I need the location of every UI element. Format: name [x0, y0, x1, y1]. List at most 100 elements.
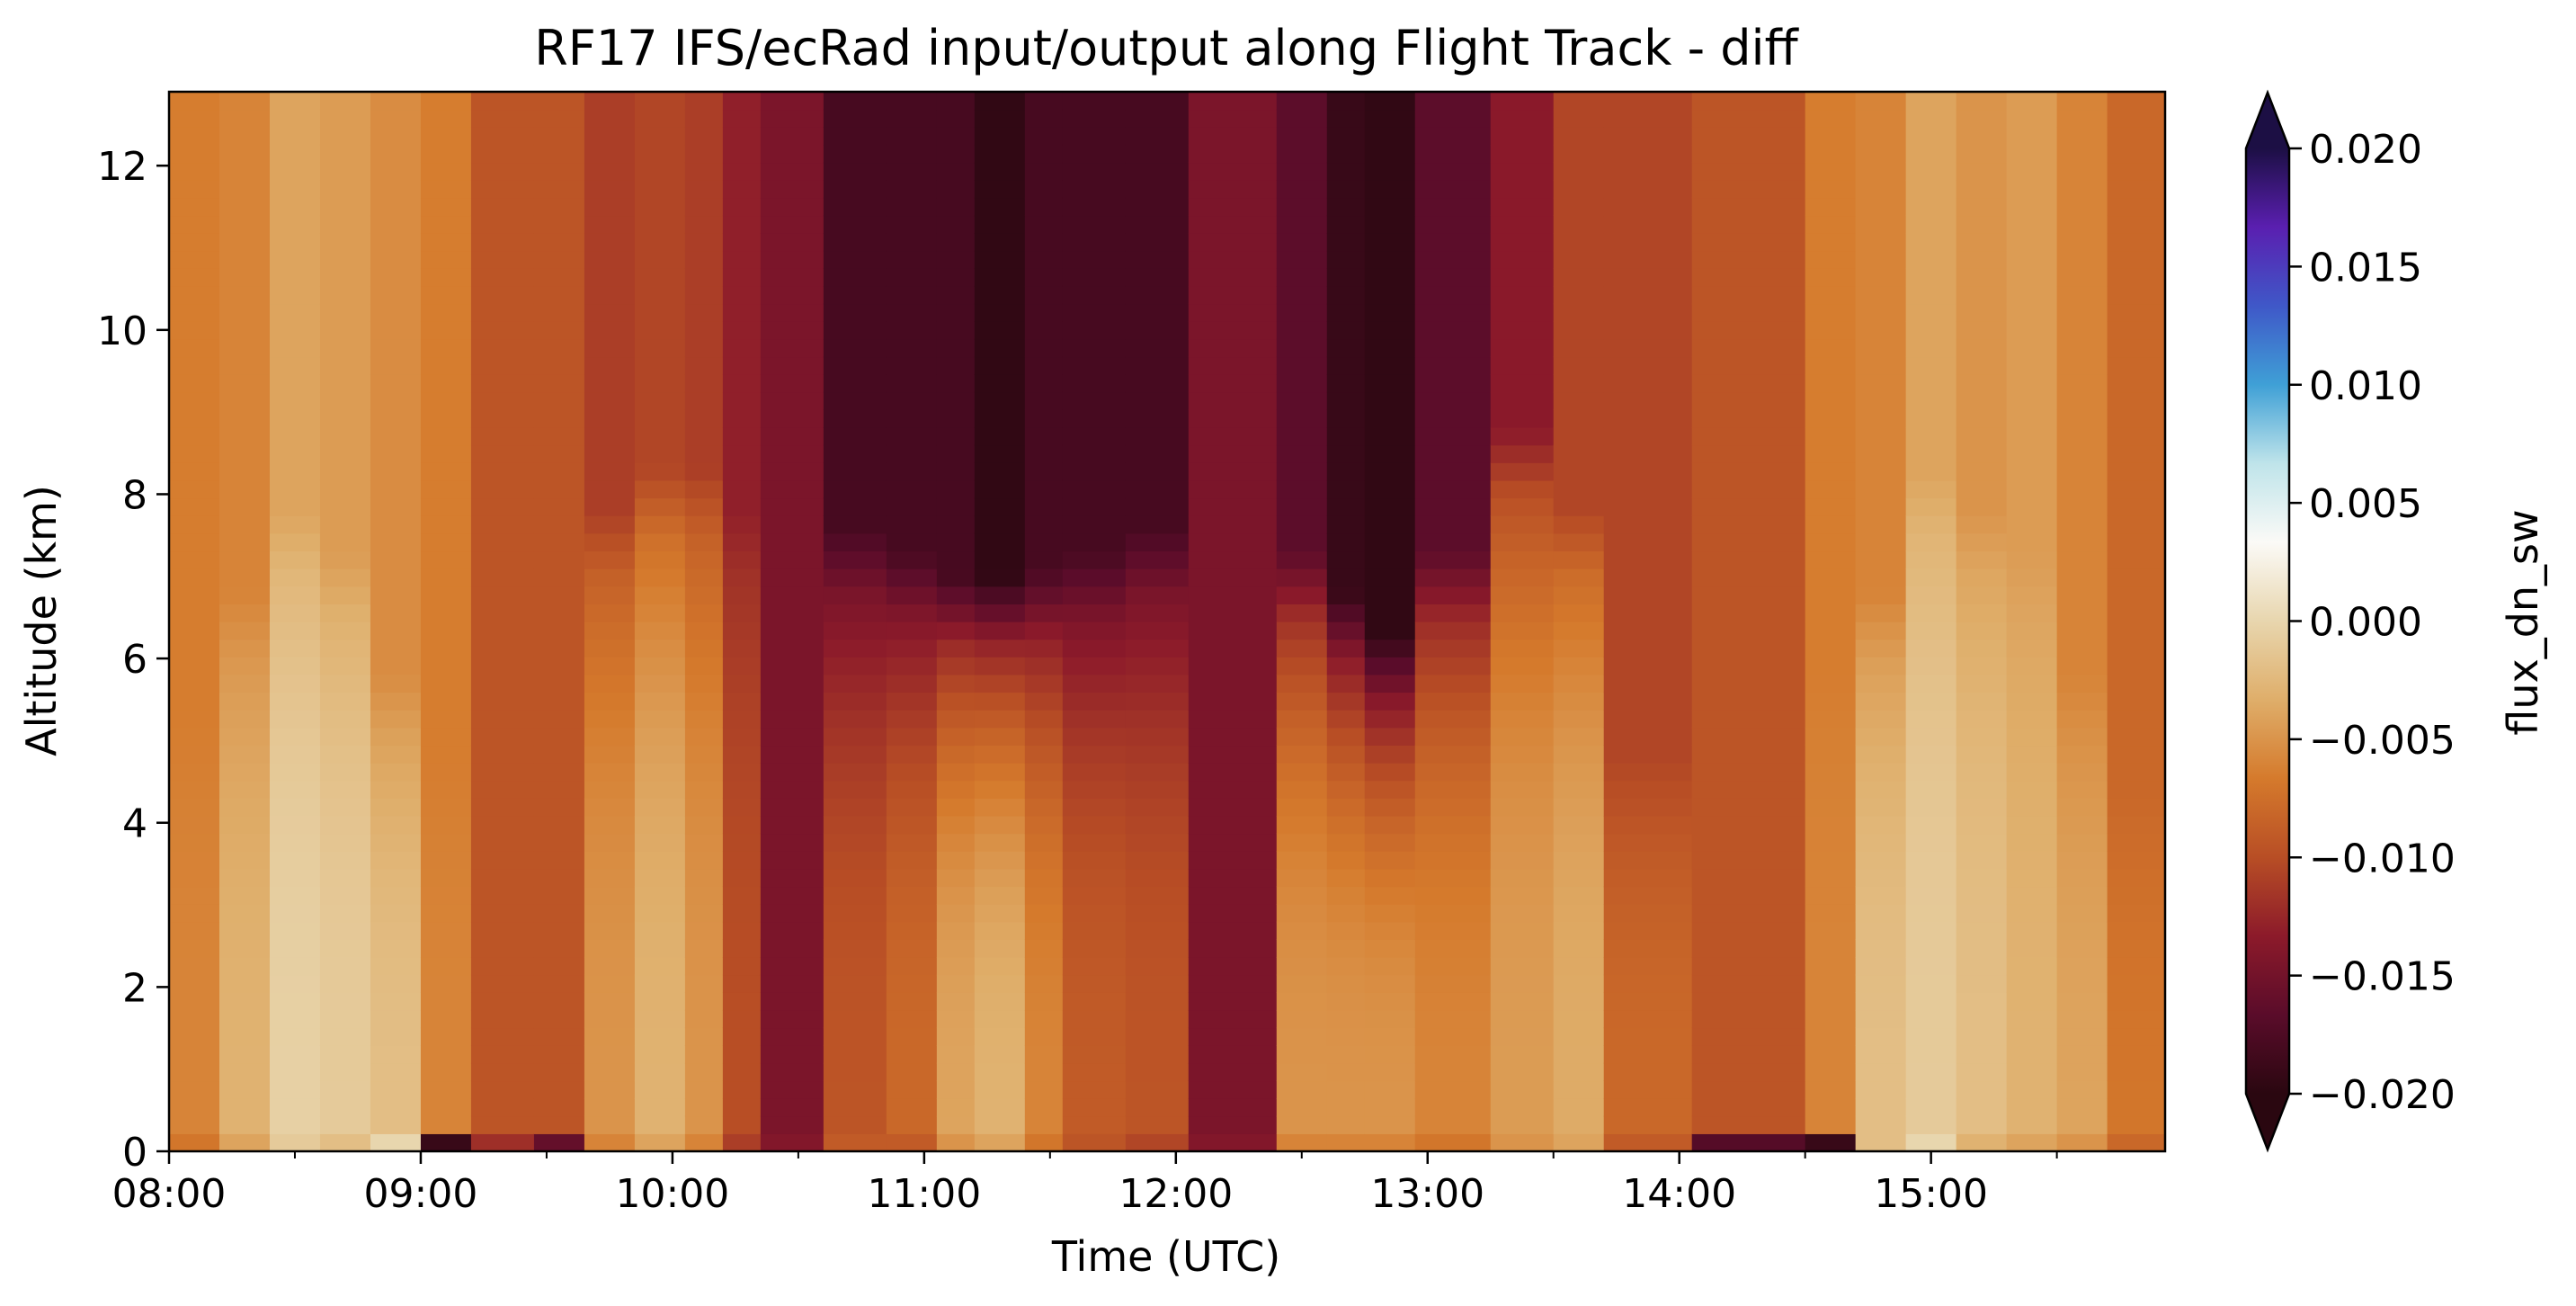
heatmap-cell: [1691, 815, 1806, 835]
heatmap-cell: [1490, 1045, 1555, 1064]
heatmap-cell: [1326, 1009, 1366, 1029]
heatmap-cell: [722, 250, 762, 269]
heatmap-cell: [1855, 1115, 1907, 1134]
heatmap-cell: [1326, 568, 1366, 587]
heatmap-cell: [823, 285, 887, 305]
heatmap-cell: [974, 109, 1026, 128]
heatmap-cell: [2107, 798, 2166, 817]
heatmap-cell: [584, 974, 636, 993]
heatmap-cell: [269, 180, 321, 199]
heatmap-cell: [722, 692, 762, 711]
heatmap-cell: [2056, 1027, 2108, 1046]
heatmap-cell: [1414, 285, 1492, 305]
heatmap-cell: [218, 1045, 271, 1064]
heatmap-cell: [470, 391, 535, 410]
heatmap-cell: [2056, 780, 2108, 799]
heatmap-cell: [1188, 427, 1278, 446]
heatmap-cell: [760, 657, 824, 675]
heatmap-cell: [1125, 639, 1190, 657]
x-tick-label: 11:00: [867, 1171, 981, 1217]
heatmap-cell: [1024, 250, 1064, 269]
heatmap-cell: [1024, 1115, 1064, 1134]
heatmap-cell: [269, 391, 321, 410]
heatmap-cell: [1956, 692, 2008, 711]
heatmap-cell: [2056, 1098, 2108, 1117]
heatmap-cell: [2006, 479, 2058, 499]
heatmap-cell: [1956, 886, 2008, 905]
heatmap-cell: [1805, 1098, 1857, 1117]
heatmap-cell: [2107, 815, 2166, 835]
heatmap-cell: [470, 321, 535, 340]
heatmap-cell: [1603, 815, 1693, 835]
heatmap-cell: [533, 144, 585, 164]
heatmap-cell: [269, 285, 321, 305]
heatmap-cell: [722, 992, 762, 1011]
heatmap-cell: [1276, 215, 1328, 234]
heatmap-cell: [1364, 550, 1416, 569]
heatmap-cell: [169, 780, 220, 799]
heatmap-cell: [319, 886, 371, 905]
colorbar-tick-label: −0.005: [2309, 718, 2456, 764]
heatmap-cell: [1553, 1133, 1605, 1152]
heatmap-cell: [1956, 285, 2008, 305]
heatmap-cell: [533, 763, 585, 782]
heatmap-cell: [1905, 674, 1957, 693]
heatmap-cell: [470, 92, 535, 111]
heatmap-cell: [584, 992, 636, 1011]
heatmap-cell: [634, 162, 686, 181]
heatmap-cell: [1276, 162, 1328, 181]
heatmap-cell: [936, 974, 976, 993]
heatmap-cell: [584, 586, 636, 604]
heatmap-cell: [1024, 285, 1064, 305]
heatmap-cell: [823, 1062, 887, 1082]
heatmap-cell: [1490, 144, 1555, 164]
heatmap-cell: [1125, 427, 1190, 446]
heatmap-cell: [2006, 974, 2058, 993]
heatmap-cell: [2006, 462, 2058, 481]
heatmap-cell: [1603, 745, 1693, 764]
heatmap-cell: [218, 1098, 271, 1117]
heatmap-cell: [319, 622, 371, 640]
heatmap-cell: [886, 1115, 938, 1134]
heatmap-cell: [684, 886, 724, 905]
heatmap-cell: [218, 604, 271, 622]
heatmap-cell: [584, 657, 636, 675]
heatmap-cell: [1603, 1027, 1693, 1046]
heatmap-cell: [1024, 497, 1064, 516]
x-tick-label: 10:00: [615, 1171, 729, 1217]
heatmap-cell: [370, 1133, 422, 1152]
heatmap-cell: [2006, 497, 2058, 516]
heatmap-cell: [634, 780, 686, 799]
heatmap-cell: [2056, 868, 2108, 888]
heatmap-cell: [1490, 550, 1555, 569]
heatmap-cell: [2107, 144, 2166, 164]
heatmap-cell: [1490, 886, 1555, 905]
heatmap-cell: [936, 321, 976, 340]
heatmap-cell: [1905, 622, 1957, 640]
heatmap-cell: [1691, 479, 1806, 499]
heatmap-cell: [218, 391, 271, 410]
heatmap-cell: [370, 462, 422, 481]
heatmap-cell: [420, 833, 472, 852]
heatmap-cell: [2107, 1009, 2166, 1029]
heatmap-cell: [1125, 1080, 1190, 1099]
heatmap-cell: [1024, 921, 1064, 940]
heatmap-cell: [319, 1062, 371, 1082]
heatmap-cell: [370, 321, 422, 340]
heatmap-cell: [470, 1062, 535, 1082]
heatmap-cell: [1326, 798, 1366, 817]
heatmap-cell: [1956, 1133, 2008, 1152]
heatmap-cell: [533, 657, 585, 675]
heatmap-cell: [1553, 921, 1605, 940]
heatmap-cell: [936, 957, 976, 976]
heatmap-cell: [269, 479, 321, 499]
heatmap-cell: [420, 356, 472, 375]
heatmap-cell: [1062, 904, 1127, 923]
heatmap-cell: [1276, 780, 1328, 799]
heatmap-cell: [1855, 321, 1907, 340]
heatmap-cell: [1326, 763, 1366, 782]
heatmap-cell: [584, 497, 636, 516]
heatmap-cell: [1414, 815, 1492, 835]
heatmap-cell: [2006, 886, 2058, 905]
heatmap-cell: [169, 674, 220, 693]
